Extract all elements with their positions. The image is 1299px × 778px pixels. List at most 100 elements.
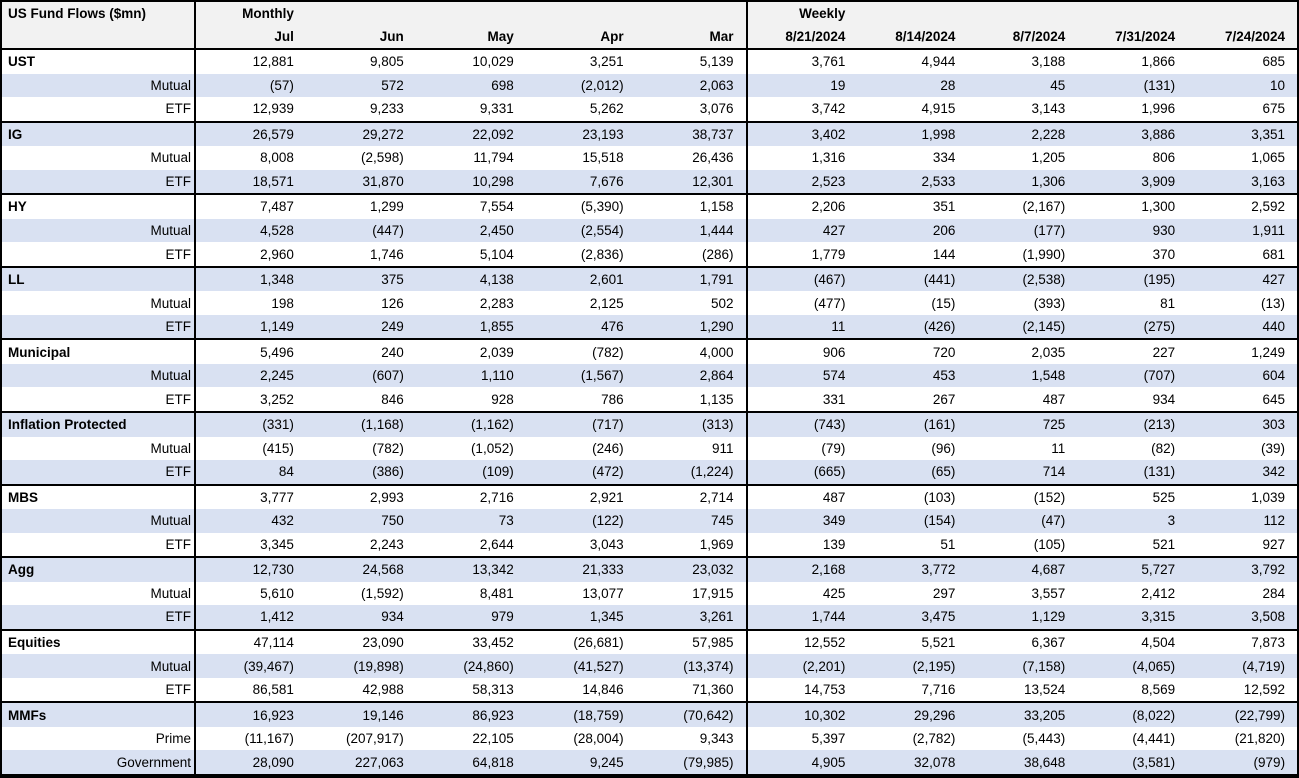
category-label: MBS	[2, 485, 196, 510]
value-cell: 13,342	[472, 562, 514, 578]
value-cell: (1,567)	[580, 368, 624, 384]
value-cell: 2,125	[589, 295, 624, 311]
value-cell: (467)	[745, 267, 858, 292]
table-row: Mutual 2,245 (607) 1,110 (1,567) 2,864 574 453 1…	[2, 363, 1297, 388]
column-header-8-14-2024: 8/14/2024	[895, 29, 956, 44]
value-cell: (18,759)	[573, 707, 624, 723]
table-row: ETF 84 (386) (109) (472) (1,224) (665) (65) 714 (…	[2, 460, 1297, 484]
value-cell: 9,331	[479, 101, 514, 117]
category-label: Municipal	[2, 340, 196, 364]
column-header-mar: Mar	[709, 29, 734, 44]
value-cell: (393)	[1033, 295, 1066, 311]
value-cell: 675	[1262, 101, 1286, 117]
value-cell: (7,158)	[1022, 658, 1066, 674]
subcategory-label: ETF	[2, 532, 196, 557]
value-cell: 370	[1152, 246, 1176, 262]
value-cell: 1,149	[260, 319, 294, 335]
value-cell: (131)	[1143, 464, 1176, 480]
table-header: US Fund Flows ($mn) Monthly Weekly Jul Ju…	[2, 2, 1297, 50]
value-cell: (2,201)	[745, 654, 858, 678]
value-cell: 342	[1262, 464, 1286, 480]
value-cell: 29,296	[914, 707, 956, 723]
value-cell: 4,915	[921, 101, 956, 117]
value-cell: 3,143	[1031, 101, 1066, 117]
value-cell: 375	[381, 272, 404, 288]
value-cell: 3,909	[1141, 173, 1176, 189]
subcategory-label: ETF	[2, 169, 196, 194]
value-cell: 3,351	[1251, 126, 1286, 142]
value-cell: (11,167)	[244, 731, 294, 747]
value-cell: (2,782)	[912, 731, 956, 747]
value-cell: (109)	[482, 464, 514, 480]
value-cell: (207,917)	[346, 731, 404, 747]
value-cell: 1,348	[260, 272, 294, 288]
value-cell: 1,746	[370, 246, 404, 262]
header-spacer	[1077, 2, 1187, 25]
value-cell: 2,592	[1251, 199, 1286, 215]
table-row: ETF 12,939 9,233 9,331 5,262 3,076 3,742 4,915 3…	[2, 97, 1297, 121]
value-cell: 432	[271, 513, 294, 529]
column-header-jul: Jul	[274, 29, 294, 44]
value-cell: 12,592	[1243, 682, 1286, 698]
value-cell: 7,716	[921, 682, 956, 698]
value-cell: (4,719)	[1242, 658, 1286, 674]
value-cell: (154)	[923, 513, 956, 529]
subcategory-label: Mutual	[2, 218, 196, 243]
value-cell: 3,742	[745, 97, 858, 121]
value-cell: 13,077	[582, 585, 624, 601]
value-cell: (1,052)	[470, 440, 514, 456]
value-cell: 934	[1152, 391, 1176, 407]
value-cell: 227	[1152, 344, 1176, 360]
value-cell: (96)	[931, 440, 956, 456]
value-cell: 3,163	[1251, 173, 1286, 189]
value-cell: 14,753	[745, 677, 858, 702]
table-row: Mutual 4,528 (447) 2,450 (2,554) 1,444 427 206 (…	[2, 218, 1297, 243]
value-cell: 1,129	[1031, 609, 1066, 625]
table-row: MBS 3,777 2,993 2,716 2,921 2,714 487 (103) (152…	[2, 485, 1297, 510]
subcategory-label: Government	[2, 750, 196, 774]
value-cell: 3,076	[699, 101, 734, 117]
group-agg: Agg 12,730 24,568 13,342 21,333 23,032 2,168 3,…	[2, 556, 1297, 629]
value-cell: (1,168)	[361, 417, 404, 433]
value-cell: 3,315	[1141, 609, 1176, 625]
value-cell: 5,139	[699, 54, 734, 70]
table-row: LL 1,348 375 4,138 2,601 1,791 (467) (441) (2,53…	[2, 267, 1297, 292]
value-cell: 9,245	[589, 754, 624, 770]
value-cell: 297	[932, 585, 956, 601]
value-cell: 5,397	[745, 726, 858, 751]
value-cell: 18,571	[252, 173, 294, 189]
value-cell: 5,521	[921, 635, 956, 651]
value-cell: 806	[1152, 150, 1176, 166]
table-row: MMFs 16,923 19,146 86,923 (18,759) (70,642) 10…	[2, 703, 1297, 727]
value-cell: 3,772	[921, 562, 956, 578]
column-header-may: May	[487, 29, 514, 44]
table-row: IG 26,579 29,272 22,092 23,193 38,737 3,402 1,9…	[2, 122, 1297, 147]
value-cell: (2,012)	[580, 77, 624, 93]
table-row: Mutual 8,008 (2,598) 11,794 15,518 26,436 1,31…	[2, 146, 1297, 170]
value-cell: (717)	[592, 417, 624, 433]
value-cell: 4,504	[1141, 635, 1176, 651]
value-cell: 2,206	[745, 195, 858, 219]
value-cell: 604	[1262, 368, 1286, 384]
subcategory-label: ETF	[2, 314, 196, 339]
value-cell: (707)	[1143, 368, 1176, 384]
group-equities: Equities 47,114 23,090 33,452 (26,681) 57,985…	[2, 628, 1297, 702]
value-cell: 979	[491, 609, 514, 625]
value-cell: (24,860)	[463, 658, 514, 674]
table-row: Agg 12,730 24,568 13,342 21,333 23,032 2,168 3,…	[2, 558, 1297, 582]
header-spacer	[1187, 2, 1297, 25]
value-cell: 786	[601, 391, 624, 407]
category-label: UST	[2, 50, 196, 74]
value-cell: 12,939	[252, 101, 294, 117]
value-cell: 1,290	[699, 319, 734, 335]
value-cell: 3,043	[589, 536, 624, 552]
value-cell: 240	[381, 344, 404, 360]
value-cell: 4,944	[921, 54, 956, 70]
table-row: Prime (11,167) (207,917) 22,105 (28,004) 9,34…	[2, 726, 1297, 751]
value-cell: 2,960	[260, 246, 294, 262]
header-spacer	[416, 2, 526, 25]
value-cell: 3,251	[589, 54, 624, 70]
value-cell: 4,905	[745, 750, 858, 774]
value-cell: 5,610	[260, 585, 294, 601]
table-row: Mutual (39,467) (19,898) (24,860) (41,527) (1…	[2, 654, 1297, 678]
